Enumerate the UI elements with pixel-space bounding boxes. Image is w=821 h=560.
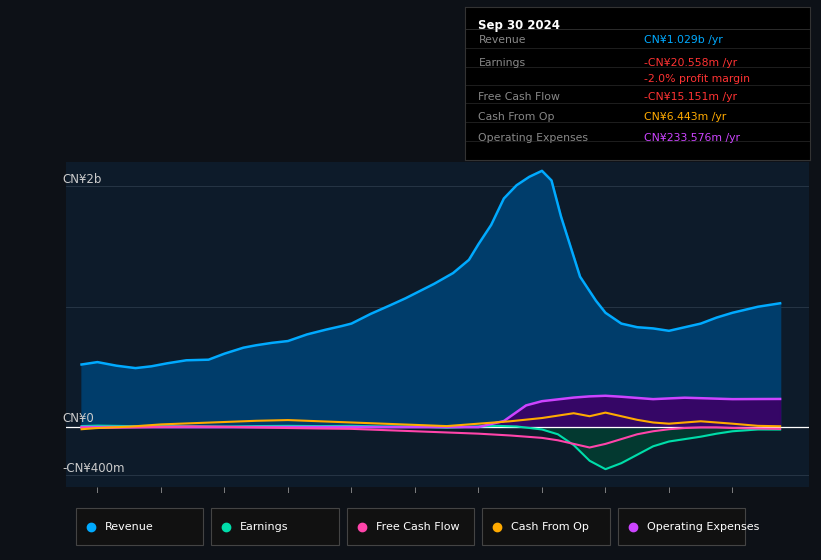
Text: CN¥233.576m /yr: CN¥233.576m /yr bbox=[644, 133, 740, 143]
Text: Earnings: Earnings bbox=[240, 522, 289, 532]
FancyBboxPatch shape bbox=[347, 508, 475, 545]
Text: Free Cash Flow: Free Cash Flow bbox=[376, 522, 459, 532]
Text: Sep 30 2024: Sep 30 2024 bbox=[479, 20, 561, 32]
Text: CN¥1.029b /yr: CN¥1.029b /yr bbox=[644, 35, 722, 45]
FancyBboxPatch shape bbox=[76, 508, 203, 545]
Text: Cash From Op: Cash From Op bbox=[511, 522, 589, 532]
Text: Revenue: Revenue bbox=[104, 522, 154, 532]
Text: CN¥0: CN¥0 bbox=[62, 412, 94, 426]
Text: Cash From Op: Cash From Op bbox=[479, 111, 555, 122]
Text: Earnings: Earnings bbox=[479, 58, 525, 68]
Text: Free Cash Flow: Free Cash Flow bbox=[479, 92, 561, 102]
Text: -CN¥400m: -CN¥400m bbox=[62, 462, 125, 475]
Text: CN¥6.443m /yr: CN¥6.443m /yr bbox=[644, 111, 727, 122]
Text: Operating Expenses: Operating Expenses bbox=[647, 522, 759, 532]
Text: -2.0% profit margin: -2.0% profit margin bbox=[644, 73, 750, 83]
Text: Revenue: Revenue bbox=[479, 35, 526, 45]
Text: -CN¥15.151m /yr: -CN¥15.151m /yr bbox=[644, 92, 737, 102]
Text: Operating Expenses: Operating Expenses bbox=[479, 133, 589, 143]
FancyBboxPatch shape bbox=[482, 508, 609, 545]
FancyBboxPatch shape bbox=[617, 508, 745, 545]
FancyBboxPatch shape bbox=[212, 508, 338, 545]
Text: -CN¥20.558m /yr: -CN¥20.558m /yr bbox=[644, 58, 737, 68]
Text: CN¥2b: CN¥2b bbox=[62, 174, 101, 186]
